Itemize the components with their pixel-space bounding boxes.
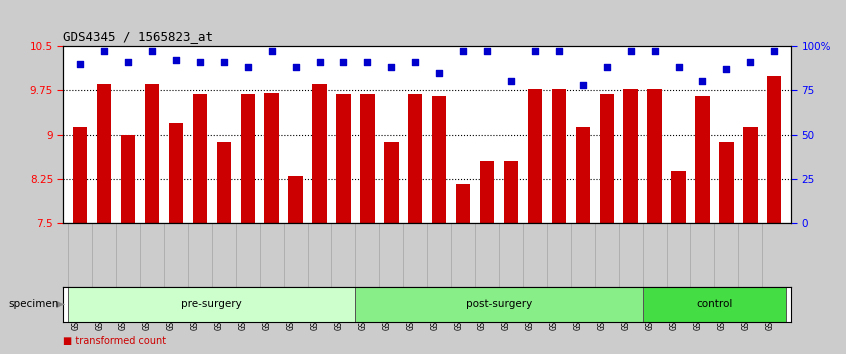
Point bbox=[288, 64, 302, 70]
Bar bbox=[504, 161, 518, 223]
Bar bbox=[97, 84, 112, 223]
Bar bbox=[69, 287, 355, 322]
Bar bbox=[240, 95, 255, 223]
Bar bbox=[624, 88, 638, 223]
Point bbox=[624, 48, 637, 54]
Point bbox=[193, 59, 206, 65]
Bar bbox=[121, 135, 135, 223]
Point bbox=[720, 66, 733, 72]
Text: specimen: specimen bbox=[8, 299, 58, 309]
Bar bbox=[432, 96, 447, 223]
Point bbox=[648, 48, 662, 54]
Bar bbox=[456, 184, 470, 223]
Text: control: control bbox=[696, 299, 733, 309]
Point bbox=[146, 48, 159, 54]
Bar bbox=[265, 93, 279, 223]
Point bbox=[265, 48, 278, 54]
Bar bbox=[480, 161, 494, 223]
Bar bbox=[695, 96, 710, 223]
Text: ■ transformed count: ■ transformed count bbox=[63, 336, 167, 346]
Point bbox=[241, 64, 255, 70]
Point bbox=[552, 48, 566, 54]
Bar bbox=[73, 127, 87, 223]
Bar bbox=[643, 287, 786, 322]
Point bbox=[672, 64, 685, 70]
Point bbox=[767, 48, 781, 54]
Bar bbox=[168, 123, 183, 223]
Text: pre-surgery: pre-surgery bbox=[181, 299, 242, 309]
Point bbox=[744, 59, 757, 65]
Point bbox=[121, 59, 135, 65]
Bar bbox=[336, 95, 350, 223]
Point bbox=[432, 70, 446, 75]
Point bbox=[600, 64, 613, 70]
Bar bbox=[288, 176, 303, 223]
Bar bbox=[672, 171, 686, 223]
Point bbox=[337, 59, 350, 65]
Text: post-surgery: post-surgery bbox=[466, 299, 532, 309]
Text: GDS4345 / 1565823_at: GDS4345 / 1565823_at bbox=[63, 30, 213, 44]
Bar bbox=[355, 287, 643, 322]
Bar bbox=[743, 127, 757, 223]
Bar bbox=[360, 95, 375, 223]
Bar bbox=[217, 142, 231, 223]
Bar bbox=[312, 84, 327, 223]
Point bbox=[217, 59, 231, 65]
Bar bbox=[145, 84, 159, 223]
Point bbox=[456, 48, 470, 54]
Point bbox=[74, 61, 87, 67]
Point bbox=[528, 48, 541, 54]
Bar bbox=[528, 88, 542, 223]
Point bbox=[409, 59, 422, 65]
Bar bbox=[600, 95, 614, 223]
Bar bbox=[384, 142, 398, 223]
Bar bbox=[552, 88, 566, 223]
Point bbox=[504, 79, 518, 84]
Point bbox=[481, 48, 494, 54]
Bar bbox=[647, 88, 662, 223]
Point bbox=[695, 79, 709, 84]
Bar bbox=[193, 95, 207, 223]
Point bbox=[97, 48, 111, 54]
Point bbox=[385, 64, 398, 70]
Bar bbox=[575, 127, 590, 223]
Bar bbox=[719, 142, 733, 223]
Point bbox=[576, 82, 590, 88]
Bar bbox=[408, 95, 422, 223]
Point bbox=[169, 57, 183, 63]
Point bbox=[360, 59, 374, 65]
Point bbox=[313, 59, 327, 65]
Bar bbox=[767, 75, 782, 223]
